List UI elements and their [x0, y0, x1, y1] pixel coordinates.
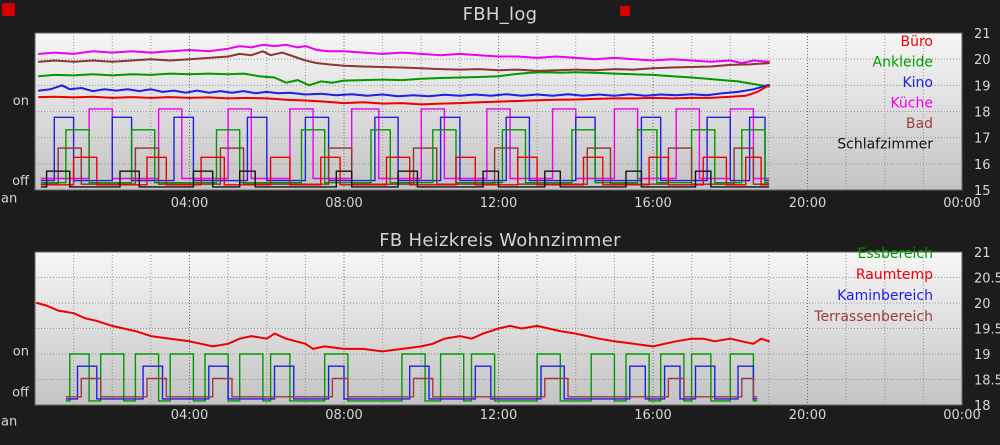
y-tick-label: 18 [974, 399, 991, 414]
x-tick-label: 00:00 [943, 196, 980, 211]
y-tick-label: 21 [974, 27, 991, 42]
x-tick-label: 00:00 [943, 408, 980, 423]
y-tick-label: 19 [974, 79, 991, 94]
y-tick-label: 20 [974, 297, 991, 312]
x-tick-label: 20:00 [789, 408, 826, 423]
legend-label-Küche: Küche [890, 96, 933, 112]
legend-label-Kino: Kino [902, 75, 933, 91]
chart-title-fbh-log: FBH_log [462, 4, 538, 25]
left-axis-label: off [12, 174, 30, 189]
fbh-log-chart: 21 20 19 18 17 16 15 04:00 08:00 12:00 16:00 20:00 0… [1, 27, 991, 211]
legend-label-Bad: Bad [906, 116, 933, 132]
x-tick-label: 20:00 [789, 196, 826, 211]
y-tick-label: 21 [974, 246, 991, 261]
y-tick-label: 15 [974, 184, 991, 199]
legend-label-Kaminbereich: Kaminbereich [837, 288, 933, 304]
analog-series-Büro [37, 84, 770, 106]
legend-label-Raumtemp: Raumtemp [856, 267, 933, 283]
analog-series-Küche [37, 43, 770, 65]
y-tick-label: 20.5 [974, 272, 1000, 287]
y-tick-label: 17 [974, 132, 991, 147]
x-tick-label: 16:00 [634, 408, 671, 423]
analog-series-Ankleide [37, 71, 770, 88]
legend-label-Ankleide: Ankleide [873, 55, 933, 71]
y-tick-label: 18 [974, 106, 991, 121]
red-square-icon [2, 3, 15, 16]
fb-heizkreis-wohnzimmer-chart: 21 20.5 20 19.5 19 18.5 18 04:00 08:00 12:00 16:00… [1, 246, 1000, 429]
analog-series-Raumtemp [35, 302, 770, 353]
x-tick-label: 04:00 [171, 196, 208, 211]
legend-label-Schlafzimmer: Schlafzimmer [837, 137, 933, 153]
left-axis-label: on [13, 94, 29, 109]
digital-series-Kaminbereich [65, 365, 758, 400]
digital-series-Küche [40, 108, 769, 180]
digital-series-Essbereich [65, 353, 758, 402]
analog-series-Bad [37, 50, 770, 72]
x-tick-label: 08:00 [325, 196, 362, 211]
digital-series-Terrassenbereich [65, 377, 758, 398]
left-axis-label: on [13, 344, 29, 359]
y-tick-label: 20 [974, 53, 991, 68]
y-tick-label: 19 [974, 348, 991, 363]
left-axis-label: an [1, 414, 17, 429]
left-axis-label: an [1, 191, 17, 206]
digital-series-Schlafzimmer [40, 170, 769, 188]
y-tick-label: 19.5 [974, 323, 1000, 338]
legend-label-Essbereich: Essbereich [858, 246, 933, 262]
x-tick-label: 08:00 [325, 408, 362, 423]
left-axis-label: off [12, 385, 30, 400]
y-tick-label: 16 [974, 158, 991, 173]
x-tick-label: 12:00 [480, 196, 517, 211]
digital-series-Bad [40, 147, 769, 185]
analog-series-Kino [37, 83, 770, 98]
x-tick-label: 04:00 [171, 408, 208, 423]
digital-series-Büro [40, 156, 769, 186]
legend-label-Büro: Büro [901, 34, 934, 50]
red-square-icon [620, 6, 630, 16]
x-tick-label: 16:00 [634, 196, 671, 211]
x-tick-label: 12:00 [480, 408, 517, 423]
legend-label-Terrassenbereich: Terrassenbereich [813, 309, 933, 325]
y-tick-label: 18.5 [974, 374, 1000, 389]
chart-title-fb-heizkreis-wohnzimmer: FB Heizkreis Wohnzimmer [379, 230, 621, 251]
